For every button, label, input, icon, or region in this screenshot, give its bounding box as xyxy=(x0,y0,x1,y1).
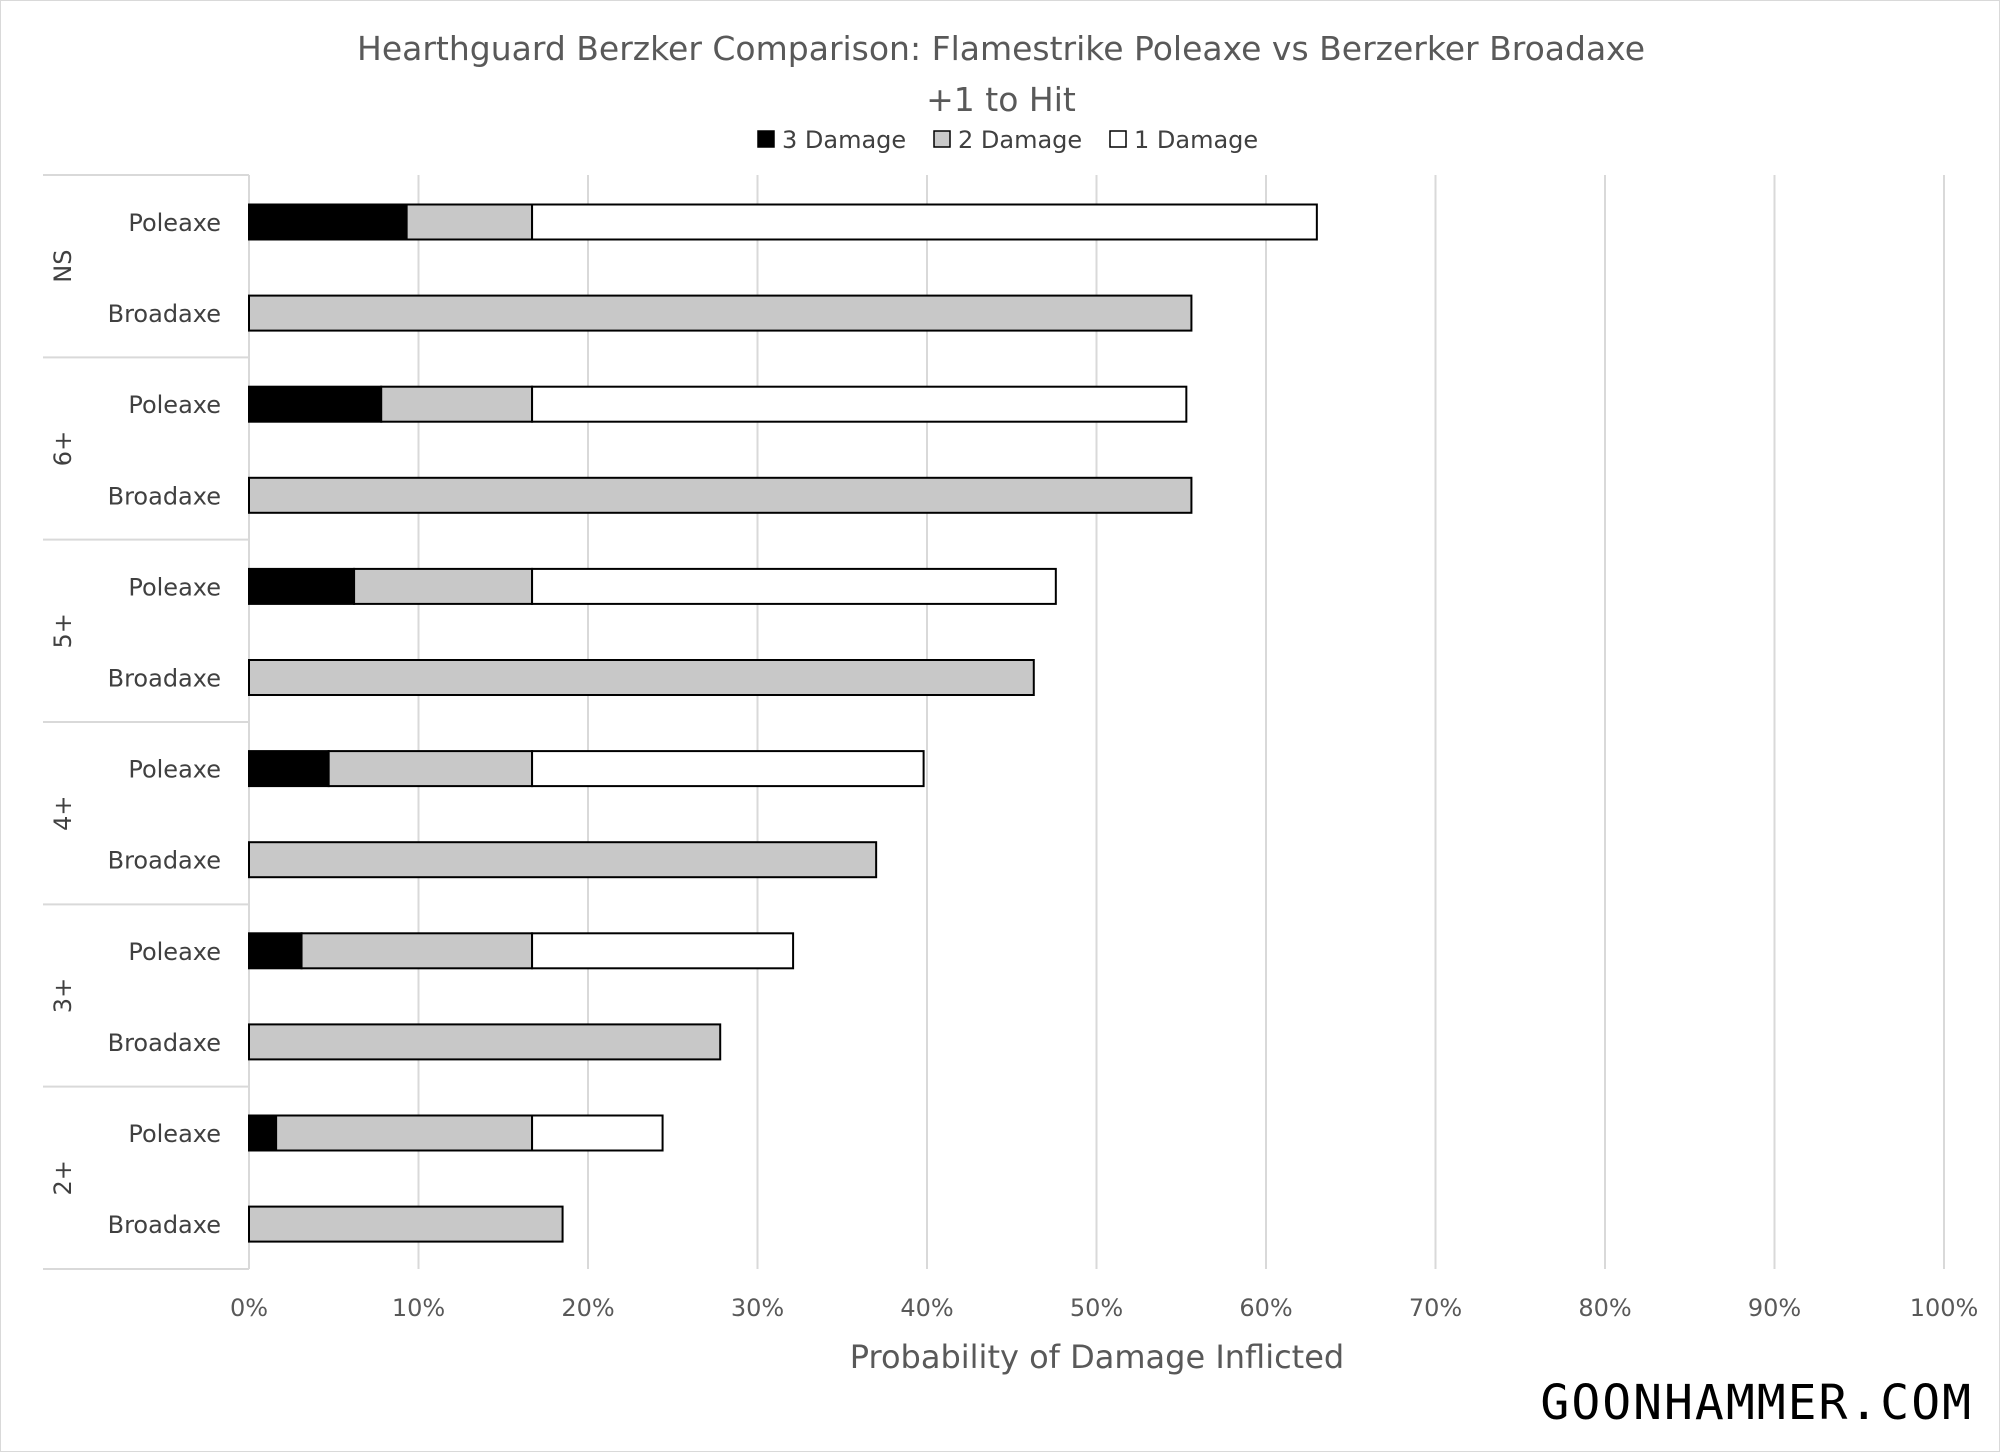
legend-swatch xyxy=(1109,130,1127,148)
category-label: Poleaxe xyxy=(128,1120,221,1148)
chart-title: Hearthguard Berzker Comparison: Flamestr… xyxy=(357,29,1645,68)
legend-item: 2 Damage xyxy=(933,126,1082,154)
group-labels: NS 6+ 5+ 4+ 3+ 2+ xyxy=(49,250,77,1196)
bar-segment xyxy=(248,567,356,605)
legend-label: 3 Damage xyxy=(782,126,906,154)
chart-subtitle: +1 to Hit xyxy=(926,80,1076,119)
bar-segment xyxy=(248,203,408,241)
category-label: Broadaxe xyxy=(108,1211,221,1239)
watermark: GOONHAMMER.COM xyxy=(1540,1375,1973,1431)
bar-segment xyxy=(531,750,925,788)
bar-segment xyxy=(248,385,383,423)
legend-swatch xyxy=(757,130,775,148)
group-label: NS xyxy=(49,250,77,283)
legend-label: 1 Damage xyxy=(1134,126,1258,154)
bar-segment xyxy=(248,294,1193,332)
x-tick-label: 0% xyxy=(230,1294,268,1322)
bar-segment xyxy=(531,203,1318,241)
x-axis-ticks: 0% 10% 20% 30% 40% 50% 60% 70% 80% 90% 100% xyxy=(230,1294,1978,1322)
bar-segment xyxy=(248,476,1193,514)
bar-segment xyxy=(248,932,303,970)
bar-segment xyxy=(248,659,1035,696)
bar-segment xyxy=(531,567,1057,605)
bars xyxy=(248,203,1318,1243)
bar-segment xyxy=(327,750,534,788)
bar-segment xyxy=(380,385,534,423)
group-label: 5+ xyxy=(49,613,77,648)
x-tick-label: 60% xyxy=(1239,1294,1292,1322)
group-label: 4+ xyxy=(49,795,77,830)
gridlines xyxy=(248,175,1945,1269)
category-labels: Poleaxe Broadaxe Poleaxe Broadaxe Poleaxe Bro… xyxy=(108,209,221,1239)
bar-segment xyxy=(531,1114,664,1152)
group-label: 3+ xyxy=(49,978,77,1013)
legend: 3 Damage 2 Damage 1 Damage xyxy=(757,126,1258,154)
category-label: Poleaxe xyxy=(128,756,221,784)
bar-segment xyxy=(353,567,534,605)
bar-segment xyxy=(248,1205,564,1243)
x-tick-label: 40% xyxy=(900,1294,953,1322)
category-label: Broadaxe xyxy=(108,847,221,875)
bar-segment xyxy=(248,1114,278,1152)
bar-segment xyxy=(248,750,330,788)
category-dividers xyxy=(43,174,250,1270)
bar-segment xyxy=(300,932,534,970)
bar-segment xyxy=(531,932,795,970)
x-tick-label: 80% xyxy=(1578,1294,1631,1322)
category-label: Broadaxe xyxy=(108,665,221,693)
group-label: 6+ xyxy=(49,431,77,466)
category-label: Broadaxe xyxy=(108,1029,221,1057)
legend-item: 3 Damage xyxy=(757,126,906,154)
legend-swatch xyxy=(933,130,951,148)
x-tick-label: 20% xyxy=(561,1294,614,1322)
legend-label: 2 Damage xyxy=(958,126,1082,154)
x-tick-label: 100% xyxy=(1910,1294,1979,1322)
x-tick-label: 30% xyxy=(731,1294,784,1322)
group-label: 2+ xyxy=(49,1160,77,1195)
x-tick-label: 50% xyxy=(1070,1294,1123,1322)
category-label: Poleaxe xyxy=(128,573,221,601)
x-tick-label: 90% xyxy=(1748,1294,1801,1322)
bar-segment xyxy=(248,1023,722,1061)
category-label: Broadaxe xyxy=(108,300,221,328)
category-label: Poleaxe xyxy=(128,391,221,419)
category-label: Broadaxe xyxy=(108,482,221,510)
bar-segment xyxy=(405,203,534,241)
bar-segment xyxy=(248,841,878,879)
x-axis-title: Probability of Damage Inflicted xyxy=(850,1338,1344,1376)
x-tick-label: 70% xyxy=(1409,1294,1462,1322)
bar-segment xyxy=(275,1114,534,1152)
category-label: Poleaxe xyxy=(128,938,221,966)
legend-item: 1 Damage xyxy=(1109,126,1258,154)
category-label: Poleaxe xyxy=(128,209,221,237)
bar-segment xyxy=(531,385,1188,423)
x-tick-label: 10% xyxy=(392,1294,445,1322)
